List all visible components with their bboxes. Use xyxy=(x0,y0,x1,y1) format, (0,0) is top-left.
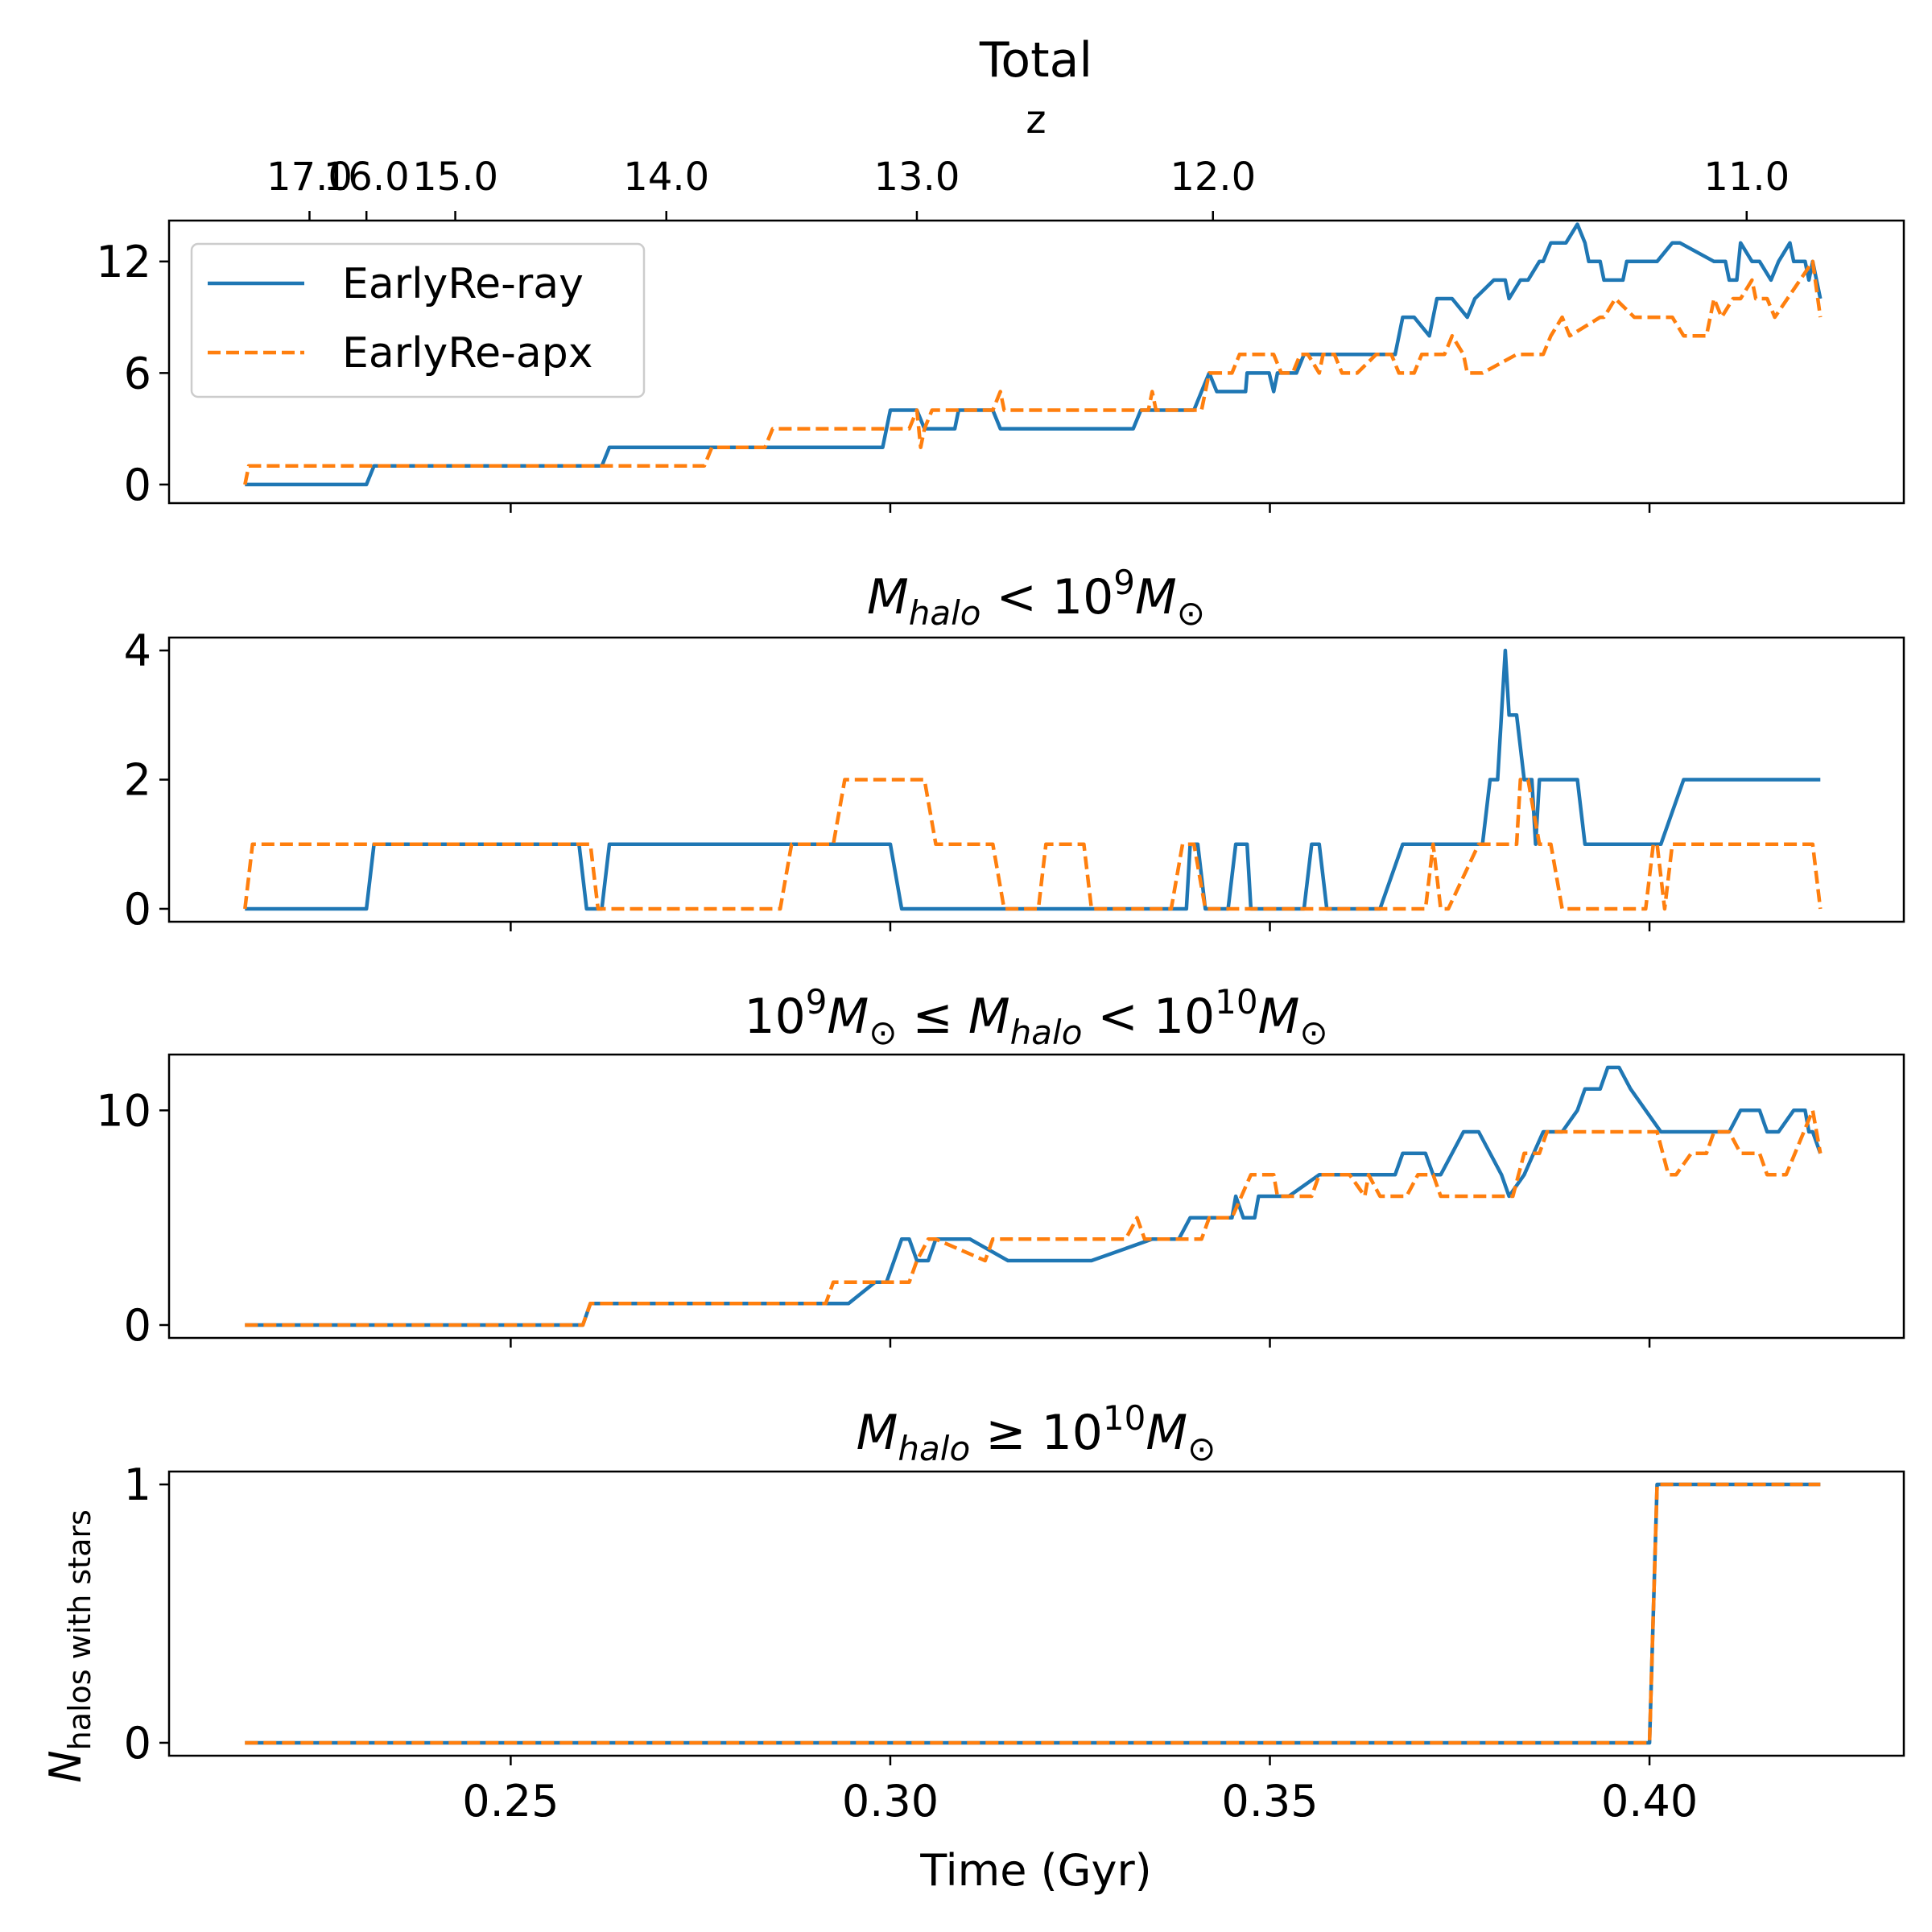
panel-title-mid-mass: 109M⊙ ≤ Mhalo < 1010M⊙ xyxy=(744,982,1327,1052)
panel-title-high-mass: Mhalo ≥ 1010M⊙ xyxy=(857,1398,1216,1468)
z-tick-label: 12.0 xyxy=(1170,155,1256,200)
series-line-earlyre-apx xyxy=(243,259,1823,485)
panel-frame xyxy=(167,219,1905,505)
panel-3: 0 10 xyxy=(96,1053,1905,1351)
panel-4: 0 1 0.25 0.30 0.35 0.40 xyxy=(124,1459,1905,1827)
secondary-axis-label: z xyxy=(1026,97,1046,142)
series-line-earlyre-apx xyxy=(245,1482,1821,1745)
z-tick-label: 13.0 xyxy=(874,155,960,200)
legend-label-apx: EarlyRe-apx xyxy=(342,329,593,378)
panel-1: 0 6 12 17.016.0 15.0 14.0 13.0 12.0 11.0 xyxy=(96,155,1905,513)
panel-frame xyxy=(167,1470,1905,1757)
x-tick-label: 0.30 xyxy=(842,1776,939,1827)
y-tick-label: 12 xyxy=(96,237,151,287)
series-line-earlyre-apx xyxy=(243,778,1823,911)
z-tick-label: 17.0 xyxy=(266,155,353,200)
z-tick-label: 14.0 xyxy=(623,155,709,200)
series-line-earlyre-apx xyxy=(245,1108,1823,1327)
series-line-earlyre-ray xyxy=(245,1065,1823,1327)
y-tick-label: 1 xyxy=(124,1459,151,1510)
panel-title-low-mass: Mhalo < 109M⊙ xyxy=(867,563,1205,633)
z-tick-label: 16.0 xyxy=(324,155,410,200)
panel-frame xyxy=(167,1053,1905,1340)
z-tick-label: 11.0 xyxy=(1703,155,1790,200)
y-tick-label: 0 xyxy=(124,460,151,510)
panel-title-total: Total xyxy=(979,32,1092,89)
z-tick-label: 15.0 xyxy=(412,155,498,200)
y-tick-label: 10 xyxy=(96,1085,151,1136)
y-tick-label: 2 xyxy=(124,755,151,806)
series-line-earlyre-ray xyxy=(245,648,1821,911)
x-tick-label: 0.35 xyxy=(1221,1776,1318,1827)
legend: EarlyRe-ray EarlyRe-apx xyxy=(190,242,646,398)
y-tick-label: 0 xyxy=(124,1718,151,1769)
legend-frame xyxy=(190,242,646,398)
chart-panels: 0 6 12 17.016.0 15.0 14.0 13.0 12.0 11.0 0 2 4 0 10 0 1… xyxy=(96,155,1905,1827)
x-tick-label: 0.40 xyxy=(1601,1776,1698,1827)
y-axis-title: Nhalos with stars xyxy=(40,1509,97,1783)
panel-2: 0 2 4 xyxy=(124,625,1905,935)
y-tick-label: 0 xyxy=(124,1300,151,1351)
x-axis-title: Time (Gyr) xyxy=(919,1845,1151,1896)
y-tick-label: 6 xyxy=(124,348,151,398)
y-tick-label: 0 xyxy=(124,884,151,935)
series-line-earlyre-ray xyxy=(245,222,1823,487)
legend-label-ray: EarlyRe-ray xyxy=(342,260,584,308)
y-tick-label: 4 xyxy=(124,625,151,676)
x-tick-label: 0.25 xyxy=(462,1776,559,1827)
